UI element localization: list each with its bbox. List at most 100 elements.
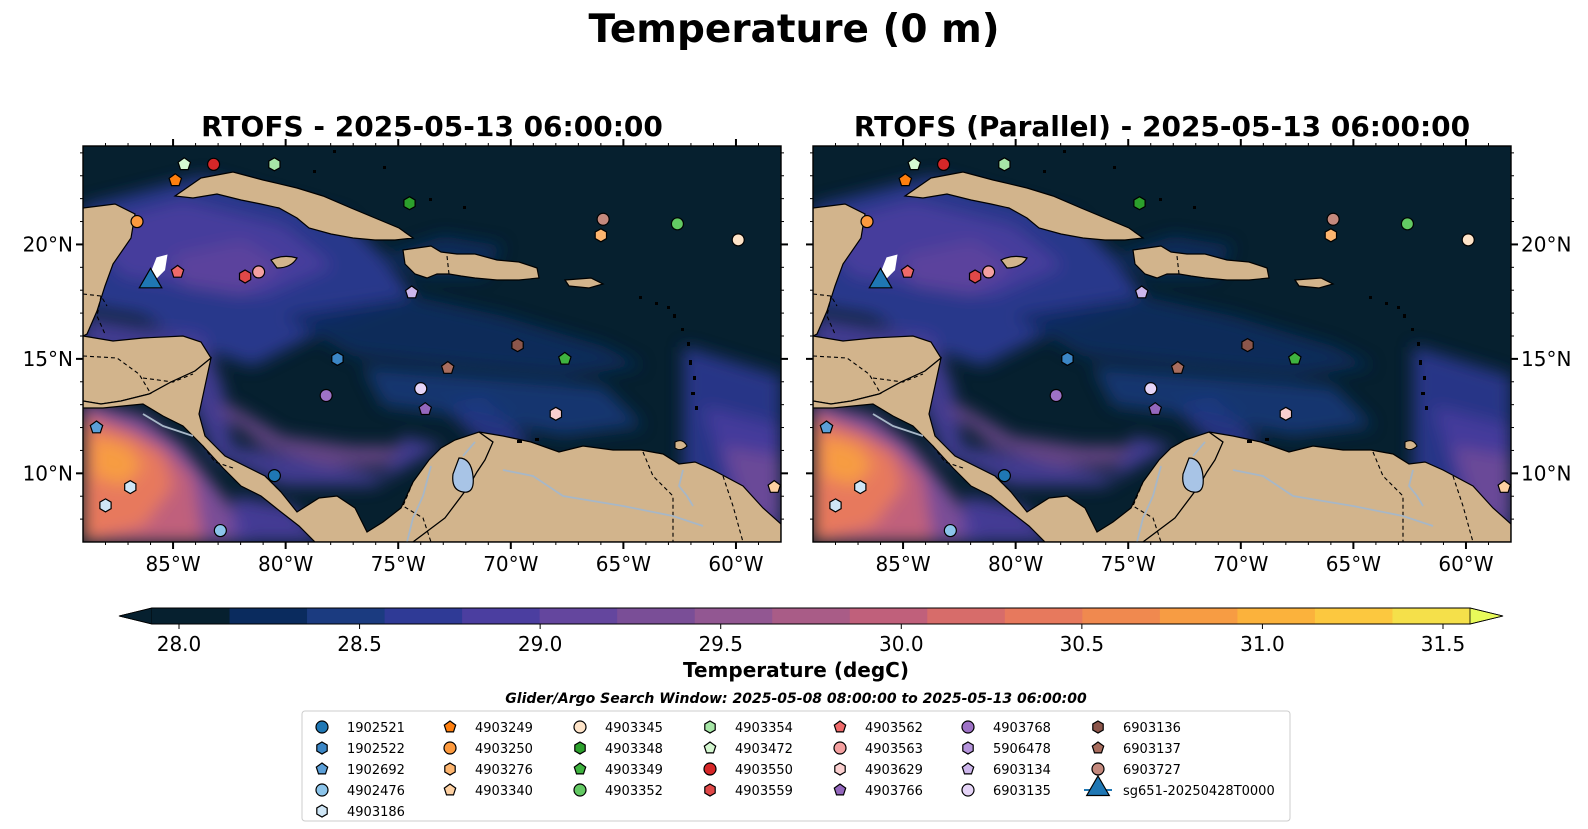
figure-title: Temperature (0 m): [588, 7, 999, 52]
legend-label: 4902476: [347, 784, 405, 799]
marker-4903348: [403, 196, 416, 211]
legend-label: 4903352: [605, 784, 663, 799]
marker-4903768: [1049, 388, 1063, 403]
marker-sg651-20250428T0000: [868, 267, 893, 289]
colorbar-tick-label: 28.0: [157, 632, 202, 656]
lon-tick-label: 80°W: [258, 552, 313, 576]
legend-box: [301, 710, 1291, 822]
marker-4903249: [898, 173, 913, 187]
marker-1902521: [997, 469, 1011, 483]
marker-4903349: [557, 351, 572, 365]
marker-4903186: [854, 479, 867, 495]
puerto-rico: [1293, 277, 1335, 289]
lon-tick-label: 75°W: [1101, 552, 1156, 576]
lon-tick-label: 75°W: [371, 552, 426, 576]
colorbar-over-arrow: [1469, 607, 1504, 625]
colorbar-segment: [152, 608, 231, 624]
legend-label: 4903629: [865, 763, 923, 778]
marker-6903727: [596, 212, 610, 226]
legend-item-4903562: 4903562: [833, 720, 923, 736]
marker-4903349: [1287, 351, 1302, 365]
marker-6903727: [1326, 212, 1340, 226]
lon-tick-label: 70°W: [1213, 552, 1268, 576]
legend-item-6903135: 6903135: [961, 783, 1051, 799]
marker-4903629: [1279, 406, 1293, 421]
marker-4903559: [968, 269, 982, 284]
legend-label: 4903186: [347, 805, 405, 820]
legend-label: 4903768: [993, 721, 1051, 736]
legend-marker: [961, 720, 975, 734]
legend-item-4903340: 4903340: [443, 783, 533, 799]
legend-item-1902522: 1902522: [316, 741, 405, 757]
marker-4903550: [206, 157, 221, 171]
legend-marker: [834, 762, 846, 776]
marker-1902522: [1061, 351, 1074, 367]
colorbar-label: Temperature (degC): [683, 658, 909, 682]
legend-item-4903559: 4903559: [704, 783, 793, 799]
legend-marker: [443, 741, 457, 755]
marker-4903276: [594, 228, 608, 243]
legend-label: 1902692: [347, 763, 405, 778]
lon-tick-label: 65°W: [1326, 552, 1381, 576]
panel-title-rtofs: RTOFS - 2025-05-13 06:00:00: [201, 110, 663, 143]
legend-label: 6903136: [1123, 721, 1181, 736]
legend-marker: [703, 762, 717, 776]
marker-1902522: [331, 351, 344, 367]
marker-4903340: [1497, 479, 1511, 493]
lon-tick-label: 80°W: [988, 552, 1043, 576]
legend-item-4903348: 4903348: [574, 741, 663, 757]
legend-item-1902692: 1902692: [315, 762, 405, 778]
colorbar-tick-label: 31.5: [1421, 632, 1466, 656]
marker-4903276: [1324, 228, 1338, 243]
legend-label: 4903250: [475, 742, 533, 757]
legend-marker: [962, 741, 974, 755]
legend-item-4903250: 4903250: [443, 741, 533, 757]
jamaica: [1000, 255, 1028, 269]
map-panel-rtofs: RTOFS - 2025-05-13 06:00:00: [23, 110, 788, 576]
legend-marker: [573, 762, 587, 775]
observation-markers-panel-1: [819, 157, 1511, 538]
borders: [813, 255, 1474, 542]
legend-item-6903136: 6903136: [1092, 720, 1181, 736]
legend-label: 4903348: [605, 742, 663, 757]
marker-4902476: [213, 523, 227, 538]
legend-item-4903249: 4903249: [443, 720, 533, 736]
legend-label: 4903562: [865, 721, 923, 736]
colorbar-segment: [617, 608, 696, 624]
colorbar-segment: [694, 608, 773, 624]
lon-tick-label: 85°W: [145, 552, 200, 576]
legend-item-6903727: 6903727: [1091, 762, 1181, 778]
colorbar-segment: [1314, 608, 1394, 624]
legend-item-1902521: 1902521: [315, 720, 405, 736]
legend-marker: [316, 741, 328, 755]
hispaniola: [1132, 245, 1270, 281]
lon-tick-label: 60°W: [708, 552, 763, 576]
marker-4903186: [124, 479, 137, 495]
colorbar-segment: [307, 608, 386, 624]
cuba: [903, 171, 1145, 241]
marker-4903250: [860, 214, 874, 229]
legend-marker: [833, 783, 847, 796]
legend-marker: [573, 783, 587, 797]
colorbar-segment: [229, 608, 308, 624]
cuba: [173, 171, 415, 241]
legend-label: 5906478: [993, 742, 1051, 757]
marker-sg651-20250428T0000: [138, 267, 163, 289]
legend-item-4903472: 4903472: [703, 741, 793, 757]
legend-item-4903768: 4903768: [961, 720, 1051, 736]
colorbar-segment: [1237, 608, 1316, 624]
legend-marker: [833, 720, 847, 733]
marker-6903134: [404, 285, 419, 299]
legend-item-4903550: 4903550: [703, 762, 793, 778]
legend-item-4903186: 4903186: [316, 804, 405, 820]
legend-label: 6903135: [993, 784, 1051, 799]
marker-6903136: [1241, 337, 1254, 353]
lat-tick-label: 20°N: [1521, 232, 1571, 256]
colorbar-segment: [927, 608, 1006, 624]
panel-frame-rtofs-parallel: [812, 145, 1512, 543]
lon-tick-label: 60°W: [1438, 552, 1493, 576]
colorbar-under-arrow: [118, 607, 153, 625]
marker-1902692: [819, 420, 834, 434]
legend-label: 4903276: [475, 763, 533, 778]
lat-tick-label: 20°N: [23, 232, 73, 256]
